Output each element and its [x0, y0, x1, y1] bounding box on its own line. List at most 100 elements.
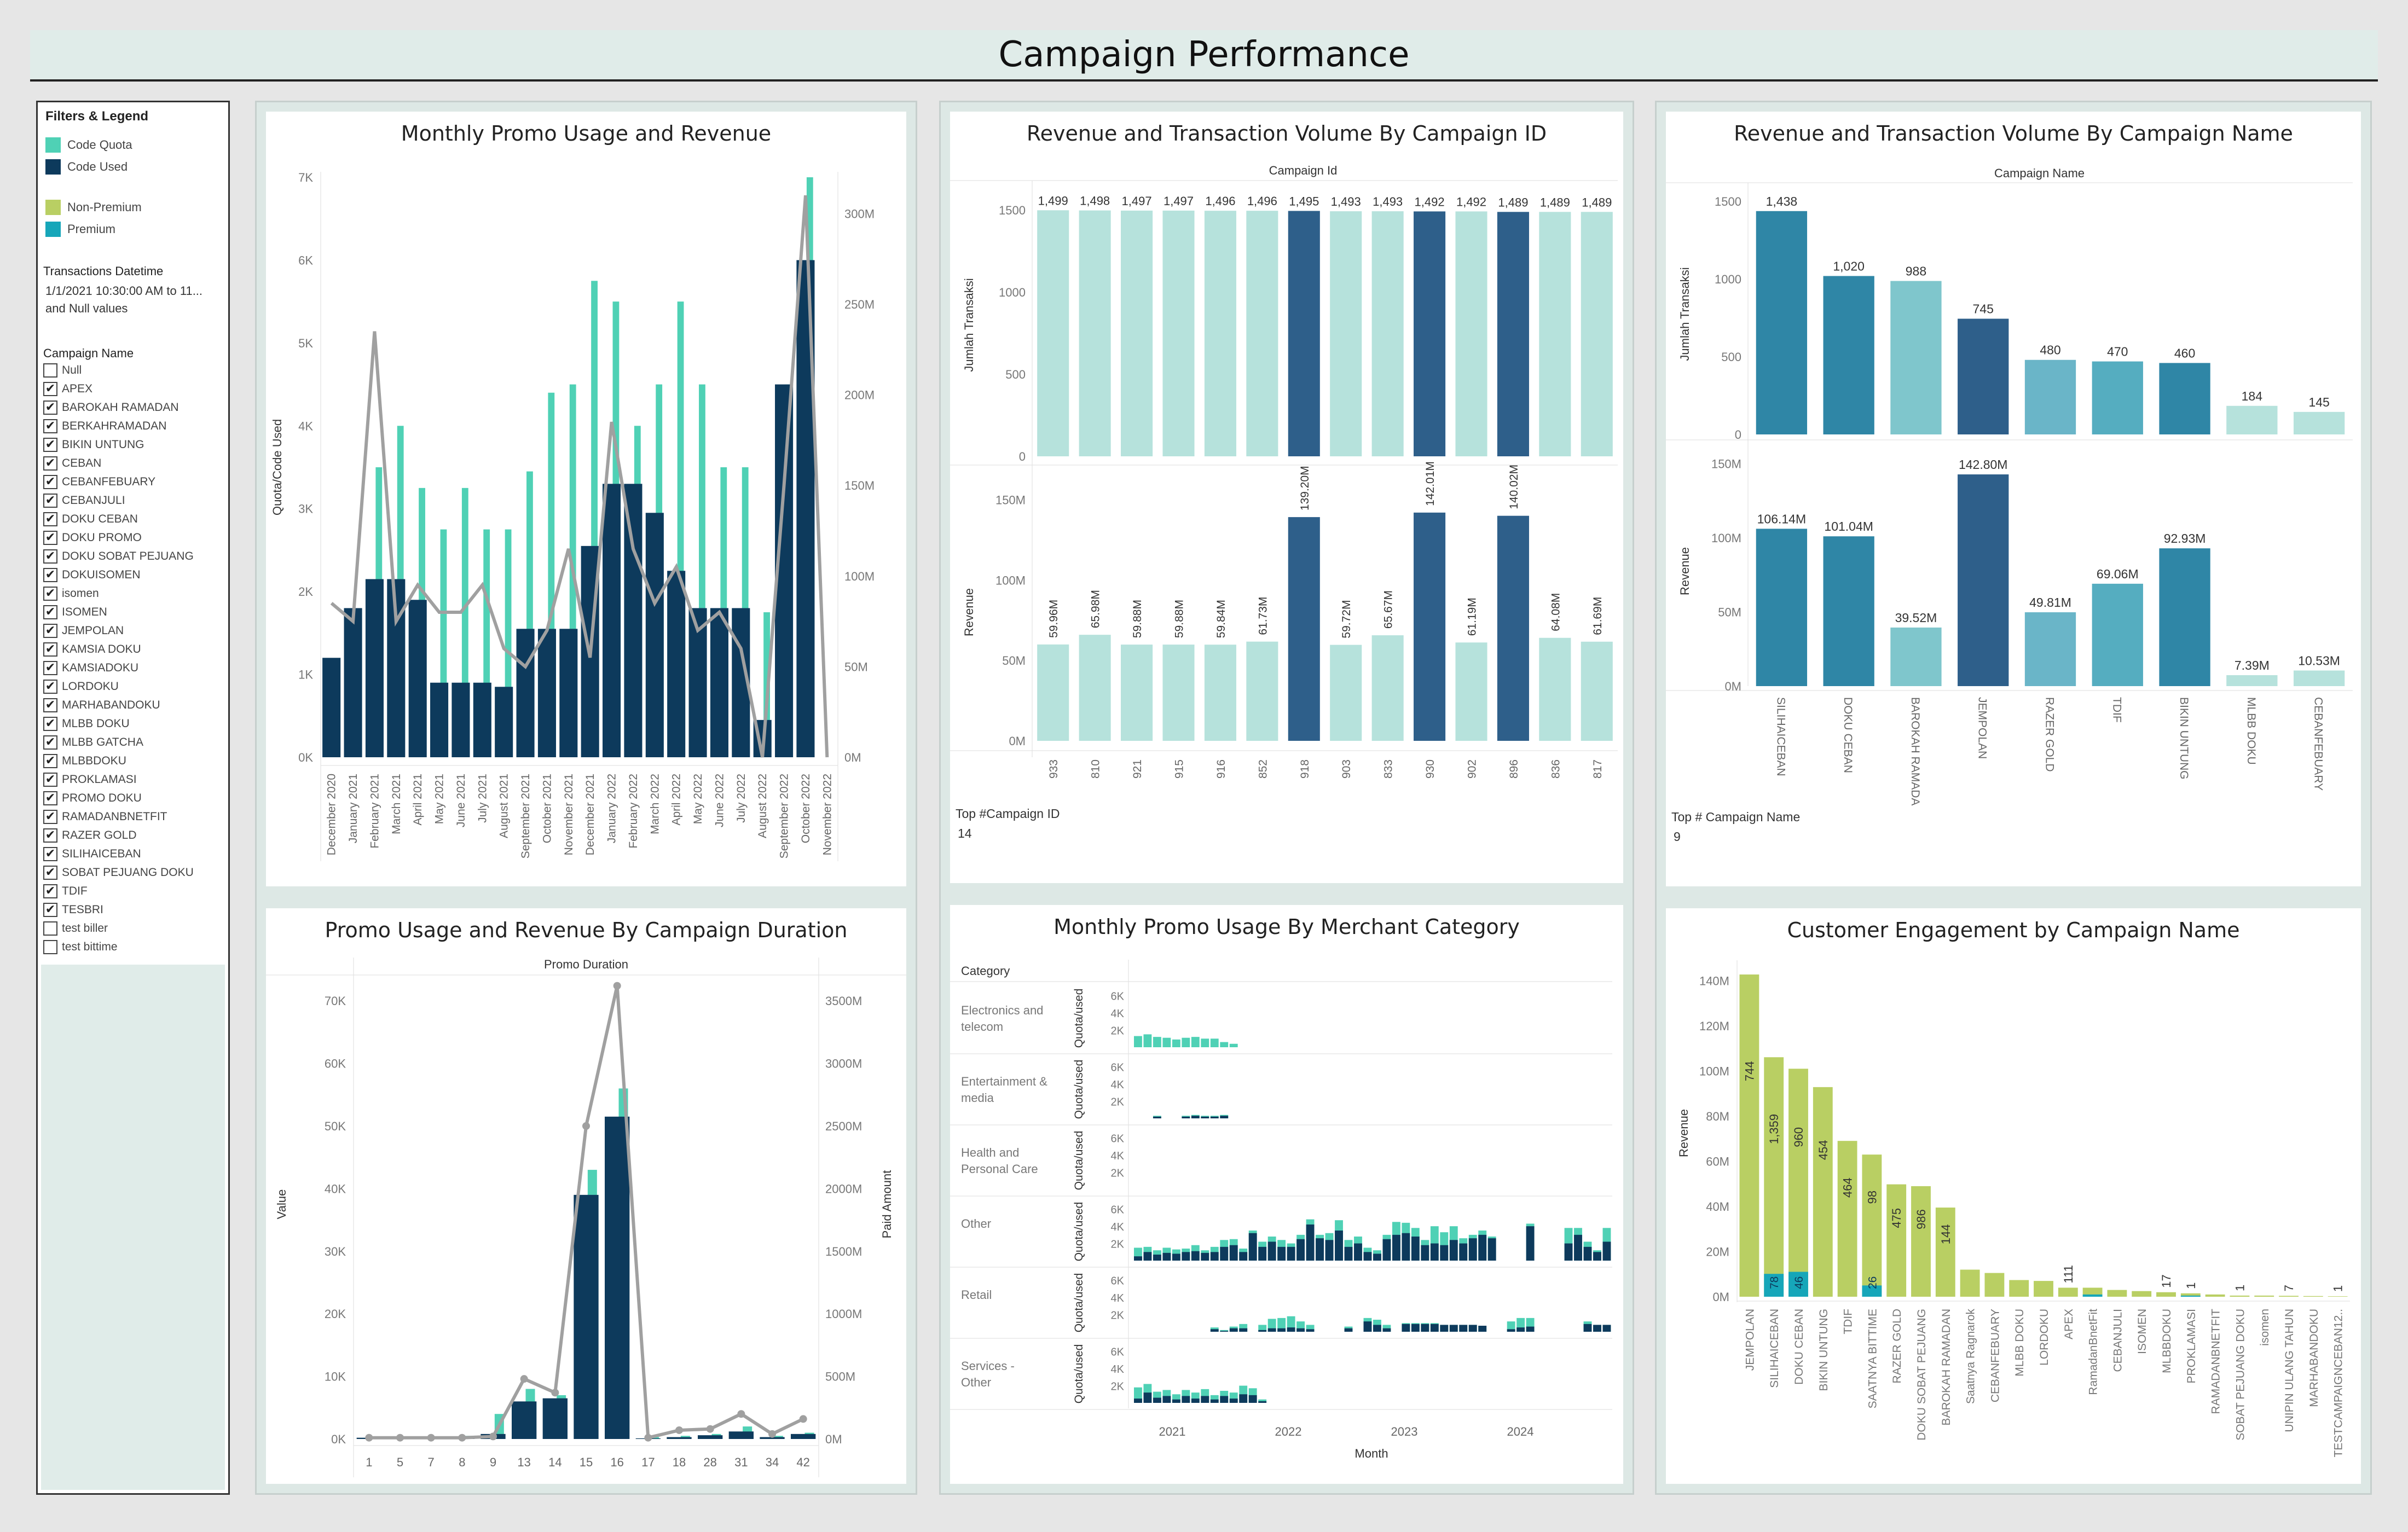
- campaign-filter-item[interactable]: ✔ TDIF: [43, 883, 88, 900]
- card-title: Promo Usage and Revenue By Campaign Dura…: [325, 918, 848, 942]
- checkbox[interactable]: ✔: [43, 754, 57, 768]
- non-premium-bar: [1764, 1057, 1784, 1297]
- checkbox[interactable]: [43, 363, 57, 378]
- campaign-filter-item[interactable]: ✔ BERKAHRAMADAN: [43, 417, 166, 435]
- campaign-filter-item[interactable]: ✔ RAZER GOLD: [43, 827, 137, 844]
- campaign-filter-item[interactable]: ✔ PROMO DOKU: [43, 790, 142, 807]
- campaign-filter-item[interactable]: ✔ CEBANFEBUARY: [43, 473, 155, 491]
- campaign-filter-item[interactable]: ✔ APEX: [43, 380, 92, 398]
- checkbox[interactable]: ✔: [43, 791, 57, 805]
- checkbox[interactable]: ✔: [43, 828, 57, 843]
- campaign-filter-item[interactable]: ✔ MARHABANDOKU: [43, 697, 160, 714]
- checkbox[interactable]: ✔: [43, 456, 57, 471]
- campaign-filter-item[interactable]: ✔ DOKU PROMO: [43, 529, 142, 547]
- checkbox[interactable]: ✔: [43, 624, 57, 638]
- checkbox[interactable]: ✔: [43, 884, 57, 898]
- campaign-filter-item[interactable]: ✔ MLBB GATCHA: [43, 734, 143, 751]
- used-bar: [1430, 1324, 1439, 1332]
- campaign-filter-item[interactable]: ✔ TESBRI: [43, 901, 103, 919]
- campaign-filter-item[interactable]: ✔ SILIHAICEBAN: [43, 845, 141, 863]
- checkbox[interactable]: ✔: [43, 568, 57, 582]
- non-premium-bar: [1911, 1186, 1931, 1297]
- campaign-filter-item[interactable]: ✔ MLBB DOKU: [43, 715, 130, 733]
- campaign-filter-label: SILIHAICEBAN: [62, 848, 141, 860]
- checkbox[interactable]: ✔: [43, 642, 57, 657]
- campaign-filter-item[interactable]: test bittime: [43, 938, 118, 956]
- campaign-filter-item[interactable]: ✔ DOKUISOMEN: [43, 566, 141, 584]
- checkbox[interactable]: ✔: [43, 419, 57, 433]
- top-campaign-name-value[interactable]: 9: [1674, 829, 1681, 844]
- used-bar: [1478, 1234, 1487, 1261]
- used-bar: [1220, 1331, 1229, 1332]
- checkbox[interactable]: ✔: [43, 531, 57, 545]
- used-bar: [1258, 1246, 1267, 1261]
- campaign-filter-label: RAMADANBNETFIT: [62, 810, 167, 823]
- datetime-filter-label: Transactions Datetime: [43, 264, 164, 278]
- filters-panel: Filters & Legend Code Quota Code Used No…: [36, 101, 230, 1495]
- checkbox[interactable]: ✔: [43, 494, 57, 508]
- transaction-bar: [2024, 359, 2076, 434]
- checkbox[interactable]: ✔: [43, 847, 57, 861]
- checkbox[interactable]: ✔: [43, 773, 57, 787]
- checkbox[interactable]: ✔: [43, 810, 57, 824]
- checkbox[interactable]: ✔: [43, 512, 57, 526]
- checkbox[interactable]: ✔: [43, 475, 57, 489]
- campaign-filter-item[interactable]: ✔ DOKU SOBAT PEJUANG: [43, 548, 194, 565]
- used-bar: [1210, 1329, 1219, 1332]
- campaign-filter-item[interactable]: ✔ RAMADANBNETFIT: [43, 808, 167, 826]
- checkbox[interactable]: ✔: [43, 549, 57, 564]
- campaign-filter-item[interactable]: ✔ MLBBDOKU: [43, 752, 126, 770]
- y-tick-label: 40M: [1706, 1200, 1729, 1214]
- campaign-filter-item[interactable]: ✔ PROKLAMASI: [43, 771, 137, 788]
- campaign-filter-item[interactable]: ✔ CEBAN: [43, 455, 101, 472]
- checkbox[interactable]: [43, 921, 57, 936]
- data-label: 139.20M: [1299, 466, 1311, 510]
- campaign-filter-item[interactable]: ✔ SOBAT PEJUANG DOKU: [43, 864, 194, 881]
- checkbox[interactable]: ✔: [43, 401, 57, 415]
- checkbox[interactable]: ✔: [43, 661, 57, 675]
- y-axis-label: Jumlah Transaksi: [962, 278, 976, 372]
- x-tick-label: January 2022: [606, 774, 618, 843]
- checkbox[interactable]: ✔: [43, 587, 57, 601]
- data-label: 142.01M: [1424, 461, 1437, 506]
- campaign-filter-item[interactable]: ✔ ISOMEN: [43, 603, 107, 621]
- campaign-filter-item[interactable]: Null: [43, 362, 82, 379]
- campaign-filter-item[interactable]: ✔ KAMSIA DOKU: [43, 641, 141, 658]
- checkbox[interactable]: ✔: [43, 438, 57, 452]
- x-tick-label: 8: [459, 1455, 465, 1469]
- checkbox[interactable]: ✔: [43, 717, 57, 731]
- campaign-filter-item[interactable]: ✔ KAMSIADOKU: [43, 659, 138, 677]
- campaign-filter-item[interactable]: ✔ CEBANJULI: [43, 492, 125, 509]
- checkbox[interactable]: ✔: [43, 903, 57, 917]
- campaign-filter-item[interactable]: ✔ BIKIN UNTUNG: [43, 436, 144, 454]
- category-label: Health and: [961, 1146, 1019, 1159]
- campaign-filter-item[interactable]: ✔ DOKU CEBAN: [43, 510, 138, 528]
- checkbox[interactable]: ✔: [43, 382, 57, 396]
- used-bar: [1306, 1225, 1315, 1261]
- y-tick-label: 80M: [1706, 1110, 1729, 1123]
- revenue-bar: [1414, 512, 1446, 741]
- y-tick-label: 0M: [1724, 680, 1741, 693]
- y-tick-label: 30K: [325, 1245, 346, 1258]
- checkbox[interactable]: ✔: [43, 866, 57, 880]
- checkbox[interactable]: ✔: [43, 735, 57, 750]
- checkbox[interactable]: ✔: [43, 698, 57, 712]
- checkbox[interactable]: ✔: [43, 680, 57, 694]
- campaign-filter-item[interactable]: ✔ JEMPOLAN: [43, 622, 124, 640]
- campaign-filter-label: APEX: [62, 382, 93, 395]
- campaign-filter-item[interactable]: test biller: [43, 920, 108, 937]
- x-tick-label: isomen: [2259, 1309, 2271, 1346]
- revenue-bar: [1958, 474, 2009, 686]
- legend-premium: Premium: [45, 222, 115, 237]
- campaign-filter-item[interactable]: ✔ BAROKAH RAMADAN: [43, 399, 179, 416]
- campaign-filter-item[interactable]: ✔ isomen: [43, 585, 99, 602]
- premium-label: 78: [1768, 1276, 1781, 1289]
- top-campaign-id-value[interactable]: 14: [958, 826, 972, 840]
- checkbox[interactable]: ✔: [43, 605, 57, 619]
- campaign-filter-item[interactable]: ✔ LORDOKU: [43, 678, 119, 695]
- non-premium-bar: [2107, 1290, 2127, 1297]
- revenue-bar: [1539, 637, 1571, 741]
- datetime-filter-value[interactable]: 1/1/2021 10:30:00 AM to 11...: [45, 284, 203, 298]
- checkbox[interactable]: [43, 940, 57, 954]
- data-label: 1,493: [1373, 195, 1403, 208]
